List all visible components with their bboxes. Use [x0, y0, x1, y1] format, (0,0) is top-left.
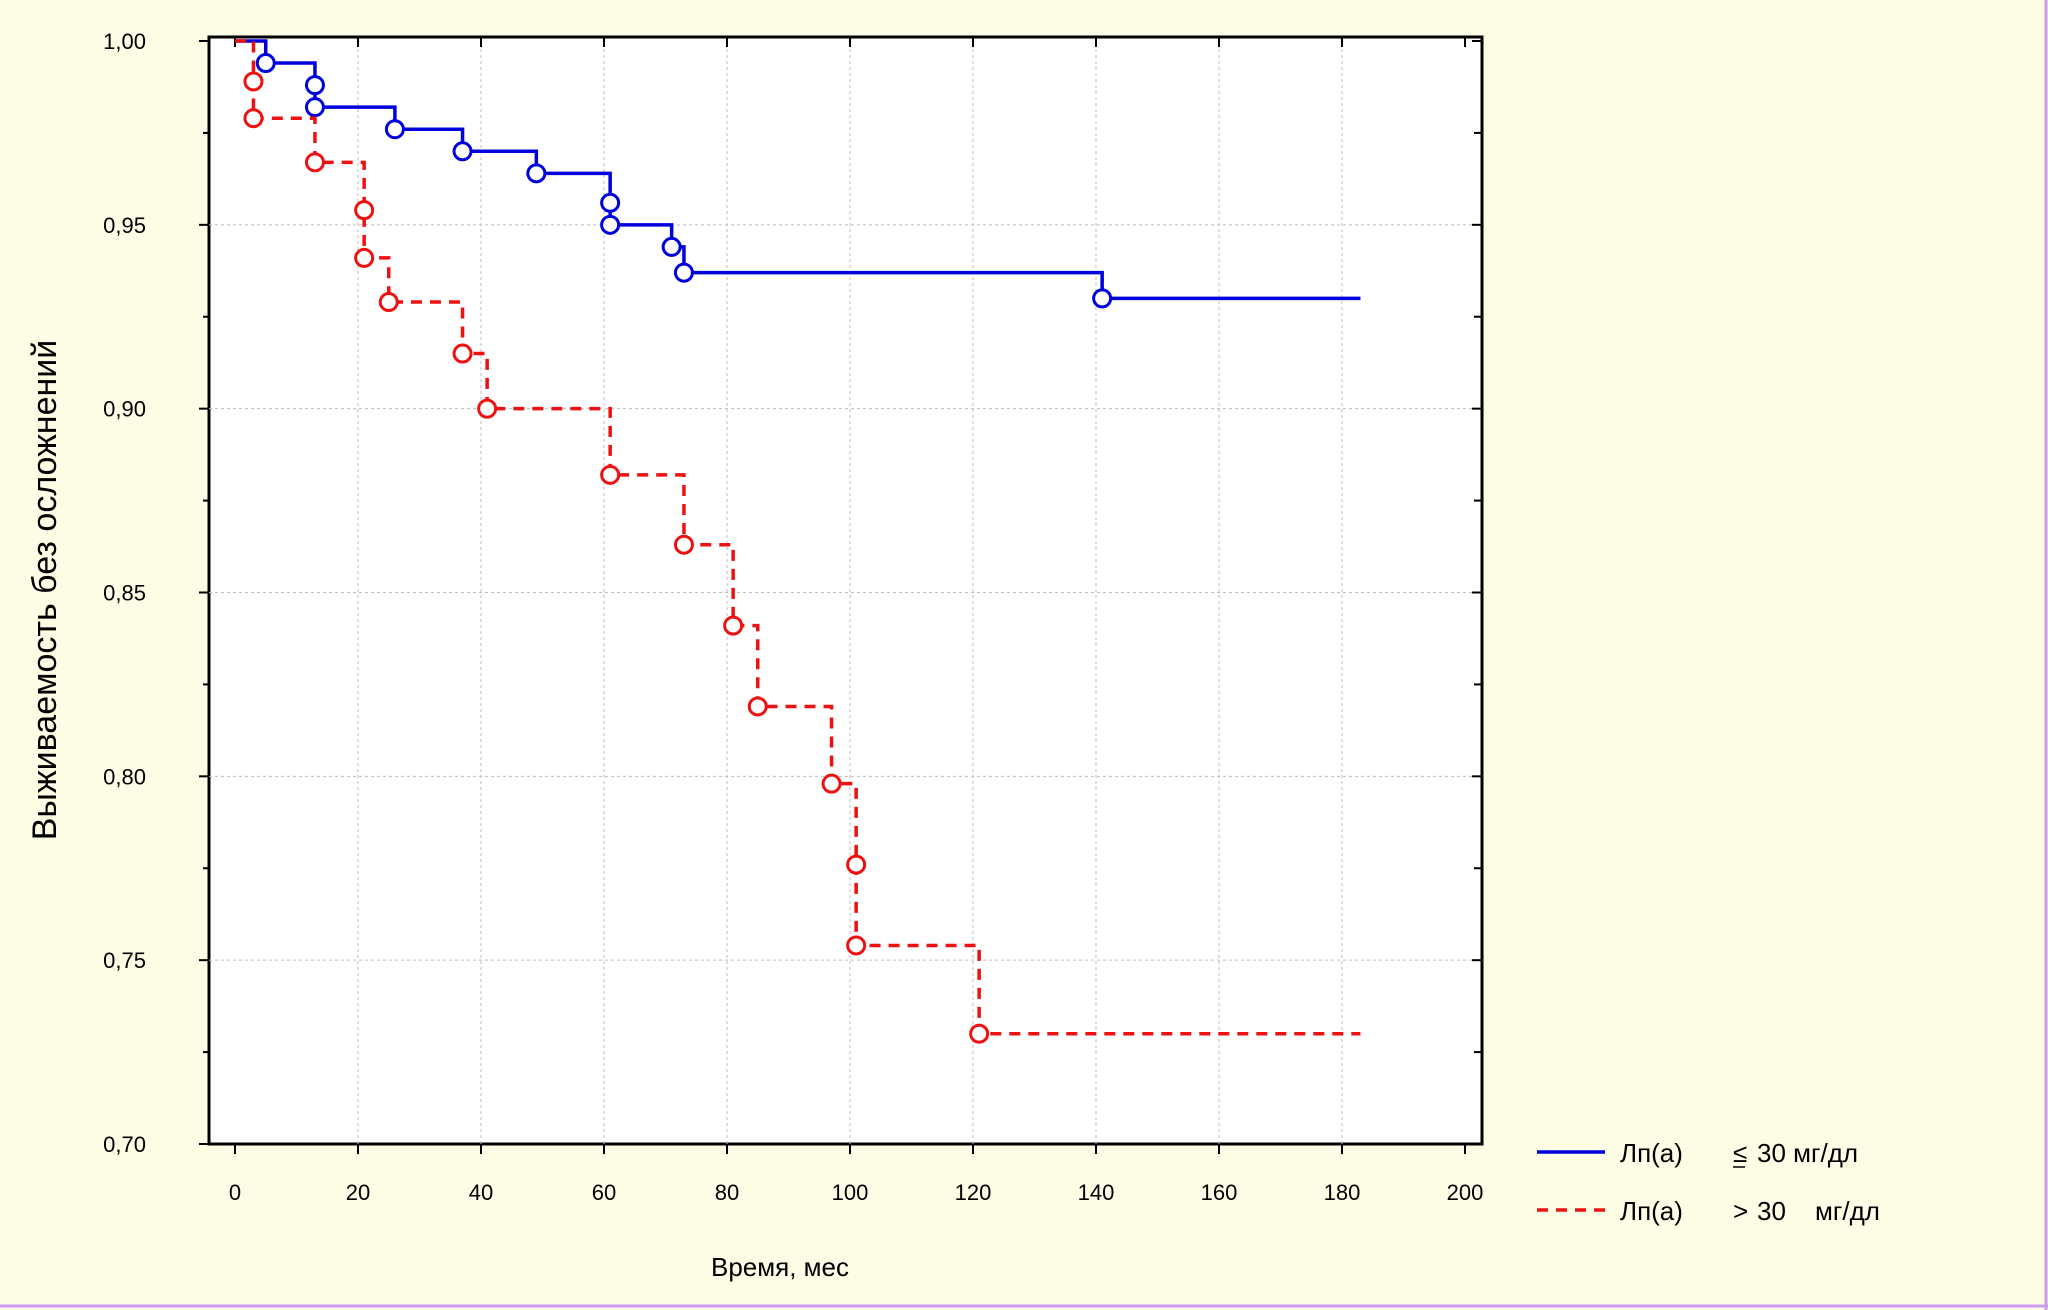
- series-2-censor-marker: [243, 71, 264, 92]
- x-tick-label: 160: [1201, 1180, 1238, 1205]
- legend-label-series-1: Лп(а): [1620, 1138, 1683, 1168]
- series-2-censor-marker: [673, 534, 694, 555]
- y-tick-labels: 0,70 0,75 0,80 0,85 0,90 0,95 1,00: [103, 29, 146, 1157]
- x-tick-label: 120: [955, 1180, 992, 1205]
- x-tick-label: 180: [1324, 1180, 1361, 1205]
- y-tick-label: 0,90: [103, 397, 146, 422]
- x-tick-label: 200: [1447, 1180, 1484, 1205]
- series-2-censor-marker: [821, 773, 842, 794]
- series-2-censor-marker: [747, 696, 768, 717]
- series-2-censor-marker: [477, 398, 498, 419]
- series-2-censor-marker: [723, 615, 744, 636]
- series-1-censor-marker: [600, 214, 621, 235]
- axis-ticks: [199, 37, 1482, 1154]
- series-1-censor-marker: [304, 75, 325, 96]
- series-1-censor-marker: [600, 192, 621, 213]
- series-2-censor-marker: [969, 1023, 990, 1044]
- series-2-censor-marker: [452, 343, 473, 364]
- series-group: [235, 39, 1361, 1044]
- series-1-censor-marker: [304, 97, 325, 118]
- legend-value-series-2: 30: [1757, 1196, 1786, 1226]
- legend: Лп(а) ≤ 30 мг/дл Лп(а) > 30 мг/дл: [1537, 1138, 1880, 1226]
- series-1-censor-marker: [526, 163, 547, 184]
- y-axis-title: Выживаемость без осложнений: [26, 340, 64, 841]
- legend-operator-series-2: >: [1733, 1196, 1748, 1226]
- x-tick-label: 0: [229, 1180, 241, 1205]
- series-2-censor-marker: [354, 200, 375, 221]
- x-tick-label: 60: [592, 1180, 616, 1205]
- x-tick-label: 140: [1078, 1180, 1115, 1205]
- y-tick-label: 0,95: [103, 213, 146, 238]
- series-1-censor-marker: [384, 119, 405, 140]
- series-1-censor-marker: [673, 262, 694, 283]
- x-tick-labels: 0 20 40 60 80 100 120 140 160 180 200: [229, 1180, 1483, 1205]
- legend-label-series-2: Лп(а): [1620, 1196, 1683, 1226]
- y-tick-label: 0,70: [103, 1132, 146, 1157]
- x-tick-label: 80: [715, 1180, 739, 1205]
- x-tick-label: 20: [346, 1180, 370, 1205]
- plot-area: [207, 35, 1484, 1146]
- x-axis-title: Время, мес: [711, 1252, 849, 1282]
- series-2-censor-marker: [846, 854, 867, 875]
- series-2-censor-marker: [304, 152, 325, 173]
- series-1-censor-marker: [255, 53, 276, 74]
- series-2-censor-marker: [846, 935, 867, 956]
- series-2-censor-marker: [354, 247, 375, 268]
- y-tick-label: 0,75: [103, 948, 146, 973]
- y-tick-label: 0,80: [103, 764, 146, 789]
- grid-lines: [209, 37, 1482, 1144]
- legend-operator-series-1: ≤: [1733, 1138, 1747, 1168]
- series-1-censor-marker: [452, 141, 473, 162]
- x-tick-label: 40: [469, 1180, 493, 1205]
- x-tick-label: 100: [832, 1180, 869, 1205]
- series-2-censor-marker: [243, 108, 264, 129]
- series-2-censor-marker: [378, 292, 399, 313]
- series-1-censor-marker: [661, 236, 682, 257]
- legend-value-series-1: 30 мг/дл: [1757, 1138, 1858, 1168]
- y-tick-label: 1,00: [103, 29, 146, 54]
- series-2-line: [235, 39, 1361, 1036]
- y-tick-label: 0,85: [103, 581, 146, 606]
- series-2-censor-marker: [600, 464, 621, 485]
- legend-unit-series-2: мг/дл: [1815, 1196, 1880, 1226]
- series-1-censor-marker: [1092, 288, 1113, 309]
